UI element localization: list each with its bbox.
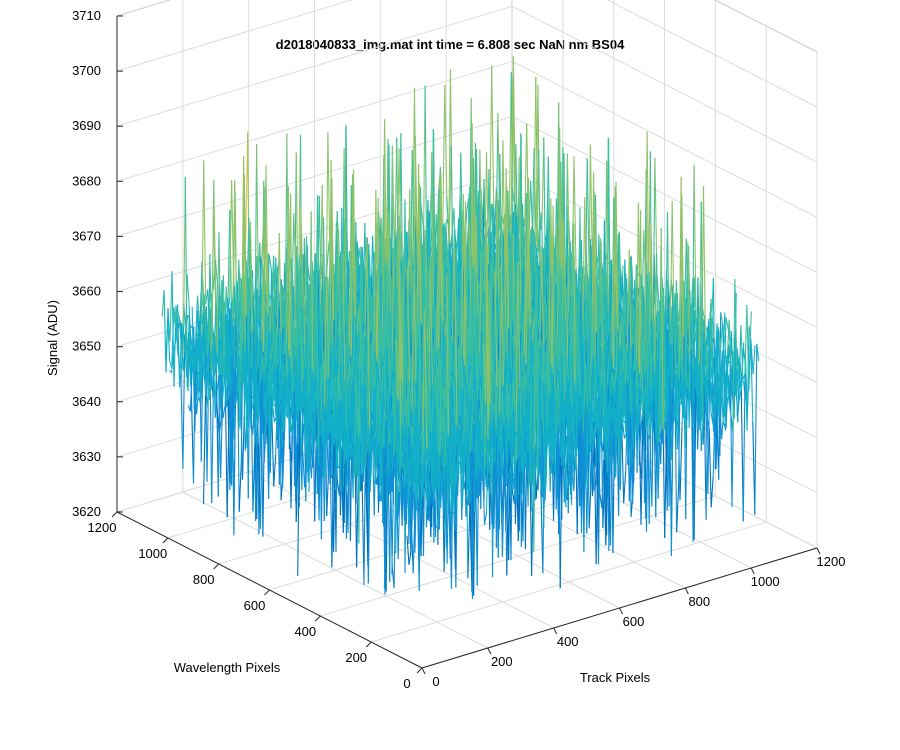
x-tick-mark <box>553 627 558 635</box>
z-tick-label: 3670 <box>72 228 101 243</box>
z-tick-label: 3660 <box>72 284 101 299</box>
y-tick-mark <box>416 667 423 674</box>
tick-labels: 0 200 400 600 800 1000 1200 0 200 400 600 800 1000 12… <box>72 8 845 691</box>
x-tick-mark <box>619 607 623 615</box>
x-tick-label: 400 <box>557 634 579 649</box>
grid-line <box>371 521 767 643</box>
box-edge <box>714 0 818 53</box>
z-tick-label: 3640 <box>72 394 101 409</box>
x-tick-label: 800 <box>688 594 710 609</box>
grid-line <box>606 0 818 108</box>
y-tick-label: 600 <box>244 598 266 613</box>
x-tick-label: 600 <box>623 614 645 629</box>
z-axis-label: Signal (ADU) <box>45 300 60 376</box>
y-tick-mark <box>365 641 372 648</box>
chart-title: d2018040833_img.mat int time = 6.808 sec… <box>275 37 625 52</box>
x-tick-label: 0 <box>432 674 439 689</box>
x-tick-label: 200 <box>491 654 513 669</box>
y-tick-label: 1200 <box>88 520 117 535</box>
grid-line <box>116 171 513 293</box>
y-tick-mark <box>111 511 118 518</box>
z-tick-label: 3690 <box>72 118 101 133</box>
y-tick-mark <box>213 563 220 570</box>
x-tick-label: 1000 <box>751 574 780 589</box>
z-tick-label: 3630 <box>72 449 101 464</box>
x-tick-mark <box>816 547 821 555</box>
grid-line <box>511 5 818 163</box>
y-tick-mark <box>162 537 169 544</box>
y-tick-label: 200 <box>345 650 367 665</box>
surface-row <box>421 227 760 593</box>
x-tick-label: 1200 <box>817 554 846 569</box>
z-tick-label: 3620 <box>72 504 101 519</box>
x-tick-mark <box>750 567 755 575</box>
x-tick-mark <box>421 667 426 675</box>
surface-mesh <box>161 56 760 599</box>
z-tick-label: 3650 <box>72 339 101 354</box>
x-tick-mark <box>487 647 492 655</box>
x-tick-mark <box>684 587 689 595</box>
y-tick-mark <box>314 615 321 622</box>
grid-line <box>511 115 818 273</box>
y-tick-label: 400 <box>294 624 316 639</box>
z-tick-label: 3680 <box>72 173 101 188</box>
grid-line <box>116 0 353 72</box>
y-tick-mark <box>264 589 270 596</box>
grid-line <box>116 5 513 127</box>
grid-line <box>116 60 513 182</box>
z-tick-label: 3710 <box>72 8 101 23</box>
y-tick-label: 0 <box>403 676 410 691</box>
z-tick-label: 3700 <box>72 63 101 78</box>
y-tick-label: 800 <box>193 572 215 587</box>
surface-row <box>417 201 756 559</box>
grid-line <box>511 60 818 218</box>
y-axis-label: Wavelength Pixels <box>174 660 281 675</box>
x-axis-label: Track Pixels <box>580 670 651 685</box>
y-tick-label: 1000 <box>138 546 167 561</box>
